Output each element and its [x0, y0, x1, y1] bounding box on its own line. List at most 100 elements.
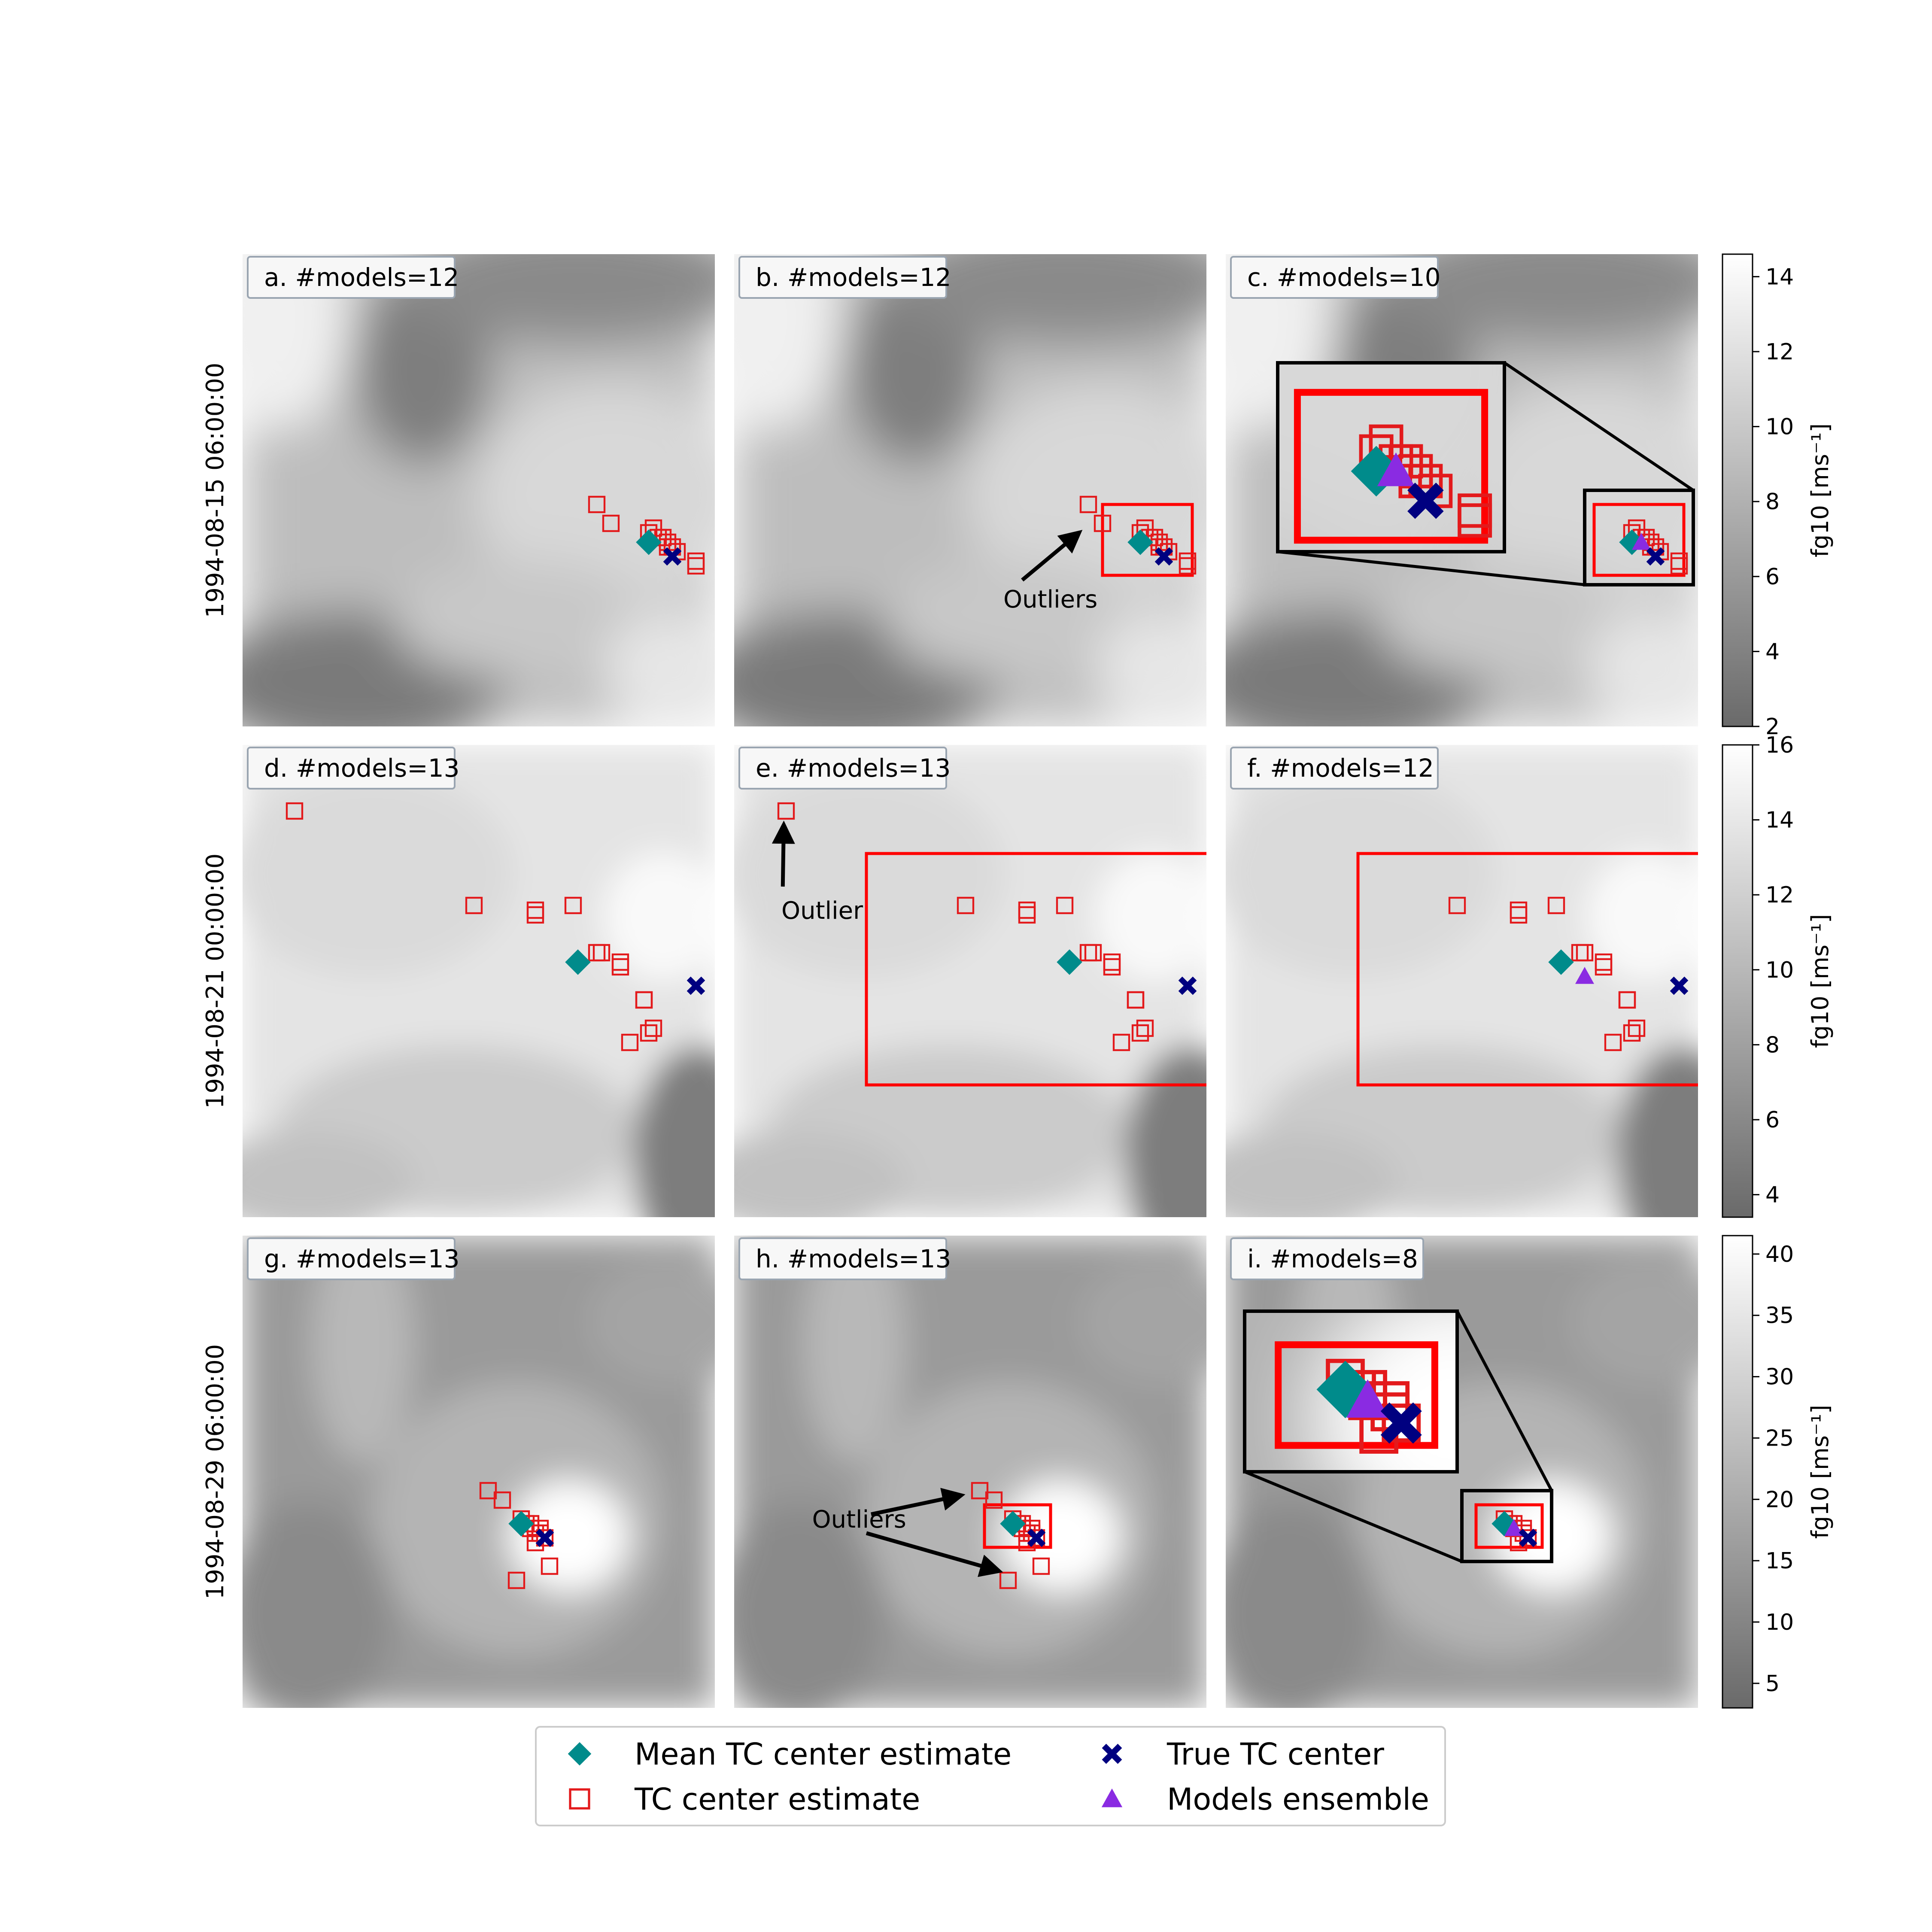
colorbar-tick-label: 4: [1765, 639, 1780, 665]
colorbar-tick-label: 16: [1765, 732, 1794, 758]
selection-box: [983, 1503, 1052, 1549]
selection-box-zoomed: [1294, 389, 1488, 544]
legend-entry: TC center estimate: [569, 1782, 920, 1817]
colorbar-tick-label: 10: [1765, 414, 1794, 440]
colorbar-tick-label: 6: [1765, 564, 1780, 590]
tc-center-estimate: [1628, 1019, 1646, 1037]
annotation-label: Outliers: [812, 1506, 906, 1534]
colorbar-tick-label: 30: [1765, 1364, 1794, 1390]
tc-center-estimate: [635, 991, 653, 1009]
row-labels: 1994-08-15 06:00:00 1994-08-21 00:00:00 19…: [201, 363, 229, 1600]
panel-title-text: a. #models=12: [264, 263, 459, 292]
tc-center-estimate: [507, 1571, 526, 1589]
panel-title: c. #models=10: [1230, 256, 1441, 299]
true-tc-center: [1407, 483, 1444, 519]
tc-center-estimate: [1084, 944, 1102, 962]
tc-center-estimate: [777, 802, 795, 820]
panel-h: Outliers h. #models=13: [734, 1236, 1206, 1708]
annotation-arrow: [866, 1531, 1003, 1577]
zoom-inset-frame: [1243, 1309, 1459, 1473]
annotation-label: Outlier: [781, 897, 863, 925]
tc-center-estimate: [1519, 1529, 1537, 1547]
panel-title-text: b. #models=12: [756, 263, 951, 292]
colorbar-tick-label: 15: [1765, 1548, 1794, 1574]
colorbar-tick-label: 35: [1765, 1303, 1794, 1329]
panel-title-text: e. #models=13: [756, 753, 951, 783]
colorbar-tick-label: 10: [1765, 1610, 1794, 1635]
tc-center-estimate: [1576, 944, 1594, 962]
tc-center-estimate: [985, 1491, 1003, 1509]
colorbar-label: fg10 [ms⁻¹]: [1807, 914, 1834, 1048]
tc-center-estimate: [588, 495, 606, 513]
tc-center-estimate: [1179, 557, 1197, 575]
zoom-connector: [1504, 361, 1694, 492]
colorbar-tick-label: 25: [1765, 1425, 1794, 1451]
tc-center-estimate: [1056, 896, 1074, 914]
selection-box: [865, 852, 1206, 1087]
true-tc-center: [663, 547, 682, 566]
legend-label: Mean TC center estimate: [635, 1737, 1012, 1772]
selection-box: [1592, 503, 1686, 577]
true-tc-center: [1380, 1402, 1422, 1444]
zoom-source-frame: [1460, 1489, 1553, 1563]
tc-center-estimate: [1458, 503, 1492, 538]
true-tc-center: [535, 1528, 554, 1547]
zoom-source-frame: [1583, 489, 1695, 586]
panel-e: Outlier e. #models=13: [734, 745, 1206, 1217]
true-tc-center: [1670, 976, 1689, 995]
tc-center-estimate: [1448, 896, 1466, 914]
panel-g: g. #models=13: [243, 1236, 715, 1708]
colorbar-label: fg10 [ms⁻¹]: [1807, 423, 1834, 557]
colorbar-0: 2 4 6 8 10 12 14 fg10 [ms⁻¹]: [1722, 253, 1834, 740]
colorbar-tick-label: 2: [1765, 714, 1780, 740]
panel-title: a. #models=12: [247, 256, 459, 299]
panel-title-text: h. #models=13: [756, 1244, 951, 1273]
tc-center-estimate: [541, 1557, 559, 1575]
mean-tc-center: [1127, 529, 1153, 555]
selection-box: [1474, 1503, 1544, 1549]
legend-label: Models ensemble: [1167, 1782, 1429, 1817]
zoom-inset: [1243, 1309, 1459, 1473]
true-tc-center: [1519, 1528, 1537, 1547]
legend-diamond-icon: [568, 1742, 592, 1766]
tc-center-estimate: [1382, 1403, 1421, 1443]
panel-title: f. #models=12: [1230, 747, 1439, 790]
zoom-inset-frame: [1276, 361, 1506, 553]
mean-tc-center: [508, 1511, 534, 1537]
colorbar-tick-label: 14: [1765, 264, 1794, 290]
tc-center-estimate: [971, 1482, 989, 1500]
tc-center-estimate: [1103, 958, 1121, 976]
tc-center-estimate: [465, 896, 483, 914]
tc-center-estimate: [999, 1571, 1017, 1589]
panel-a: a. #models=12: [243, 254, 715, 726]
tc-center-estimate: [687, 557, 705, 575]
panel-title: i. #models=8: [1230, 1237, 1424, 1280]
tc-center-estimate: [1018, 906, 1036, 924]
panel-title: e. #models=13: [738, 747, 951, 790]
tc-center-estimate: [1618, 991, 1636, 1009]
colorbar-tick-label: 8: [1765, 1032, 1780, 1058]
colorbar-tick-label: 20: [1765, 1487, 1794, 1513]
panel-title: d. #models=13: [247, 747, 460, 790]
legend-triangle-icon: [1101, 1788, 1123, 1807]
true-tc-center: [1178, 976, 1197, 995]
legend-square-open-icon: [569, 1788, 590, 1810]
panel-b: Outliers b. #models=12: [734, 254, 1206, 726]
zoom-inset: [1276, 361, 1506, 553]
legend-label: TC center estimate: [634, 1782, 920, 1817]
panel-c: c. #models=10: [1226, 254, 1698, 726]
colorbars: 2 4 6 8 10 12 14 fg10 [ms⁻¹] 4 6 8 10 12 14 16 fg10 [ms…: [1722, 253, 1834, 1709]
panel-title: b. #models=12: [738, 256, 951, 299]
tc-center-estimate: [564, 896, 582, 914]
true-tc-center: [687, 976, 705, 995]
panels: a. #models=12 Outliers b. #models=12 c. #mo…: [243, 254, 1698, 1708]
tc-center-estimate: [526, 906, 544, 924]
tc-center-estimate: [1079, 495, 1097, 513]
annotation-label: Outliers: [1003, 586, 1097, 614]
tc-center-estimate: [957, 896, 975, 914]
true-tc-center: [1027, 1528, 1046, 1547]
colorbar-tick-label: 40: [1765, 1242, 1794, 1267]
colorbar-tick-label: 5: [1765, 1671, 1780, 1697]
colorbar-tick-label: 6: [1765, 1107, 1780, 1133]
